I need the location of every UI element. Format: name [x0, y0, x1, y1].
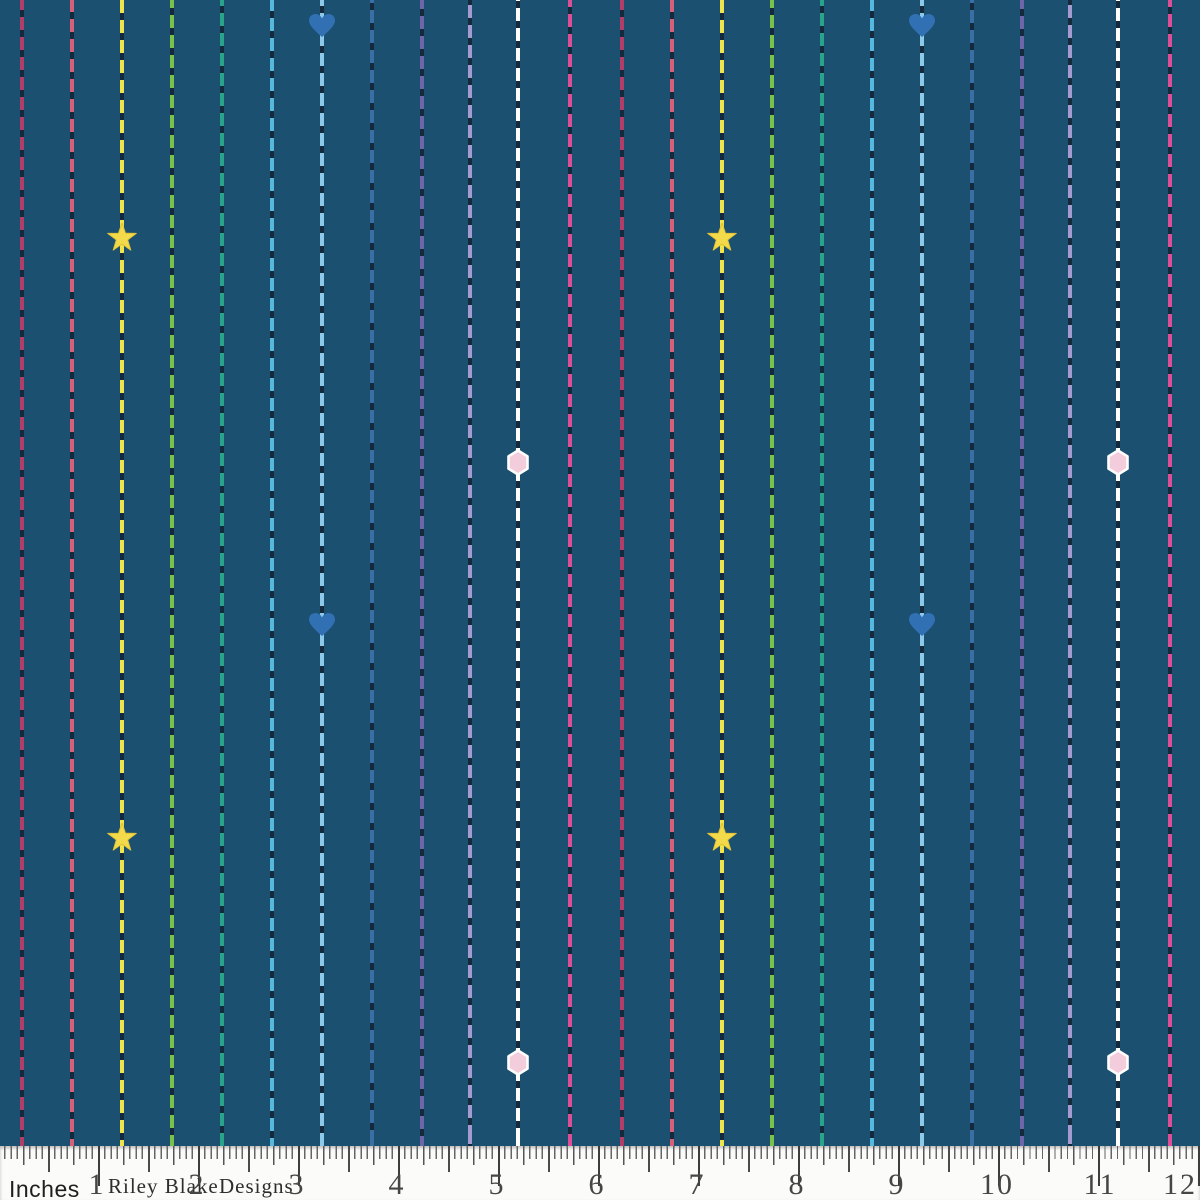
dashed-stripe-raspberry: [620, 0, 624, 1146]
dashed-stripe-coral-pink: [670, 0, 674, 1146]
dashed-stripe-white: [516, 0, 520, 1146]
dashed-stripe-sky-blue: [920, 0, 924, 1146]
heart-shape: [309, 613, 335, 637]
ruler-inch-number: 11: [1083, 1168, 1117, 1200]
ruler-inch-number: 10: [980, 1168, 1014, 1200]
dashed-stripe-violet: [1020, 0, 1024, 1146]
ruler-inch-number: 12: [1163, 1168, 1197, 1200]
dashed-stripe-yellow: [120, 0, 124, 1146]
dashed-stripe-violet: [420, 0, 424, 1146]
ruler: Inches Riley Blake Designs 1 2 3 4 5 6 7 8 9 10 11…: [0, 1146, 1200, 1200]
dashed-stripe-cyan-blue: [270, 0, 274, 1146]
ruler-inch-number: 8: [788, 1168, 806, 1200]
ruler-inch-number: 5: [488, 1168, 506, 1200]
star-shape: [107, 222, 137, 251]
heart-shape: [909, 613, 935, 637]
ruler-inch-number: 2: [188, 1168, 206, 1200]
dashed-stripe-green: [170, 0, 174, 1146]
dashed-stripe-sea-green: [220, 0, 224, 1146]
dashed-stripe-lavender: [1068, 0, 1072, 1146]
dashed-stripe-blue: [370, 0, 374, 1146]
dashed-stripe-yellow: [720, 0, 724, 1146]
dashed-stripe-coral-pink: [70, 0, 74, 1146]
brand-designs-text: Designs: [219, 1174, 294, 1198]
dashed-stripe-hot-pink: [1168, 0, 1172, 1146]
dashed-stripe-lavender: [468, 0, 472, 1146]
fabric-area: [0, 0, 1200, 1146]
star-shape: [107, 822, 137, 851]
ruler-inch-number: 1: [88, 1168, 106, 1200]
ruler-inch-number: 7: [688, 1168, 706, 1200]
dashed-stripe-cyan-blue: [870, 0, 874, 1146]
hexagon-shape: [1106, 1048, 1130, 1076]
dashed-stripe-blue: [970, 0, 974, 1146]
ruler-inch-number: 4: [388, 1168, 406, 1200]
star-shape: [707, 822, 737, 851]
hexagon-shape: [506, 448, 530, 476]
dashed-stripe-green: [770, 0, 774, 1146]
ruler-inch-number: 9: [888, 1168, 906, 1200]
hexagon-shape: [1106, 448, 1130, 476]
ruler-ticks: [0, 1146, 1200, 1188]
ruler-inch-number: 6: [588, 1168, 606, 1200]
dashed-stripe-raspberry: [20, 0, 24, 1146]
ruler-units-label: Inches: [9, 1176, 80, 1200]
dashed-stripe-hot-pink: [568, 0, 572, 1146]
brand-name-text: Riley Blake: [108, 1174, 219, 1198]
dashed-stripe-sea-green: [820, 0, 824, 1146]
heart-shape: [309, 14, 335, 38]
heart-shape: [909, 14, 935, 38]
ruler-inch-number: 3: [288, 1168, 306, 1200]
hexagon-shape: [506, 1048, 530, 1076]
star-shape: [707, 222, 737, 251]
dashed-stripe-white: [1116, 0, 1120, 1146]
dashed-stripe-sky-blue: [320, 0, 324, 1146]
